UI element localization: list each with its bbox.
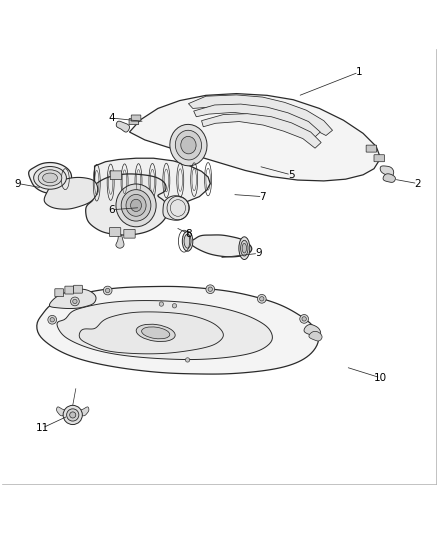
FancyBboxPatch shape [65,286,74,294]
Polygon shape [194,104,320,138]
Polygon shape [163,196,189,220]
Ellipse shape [116,184,156,227]
Polygon shape [380,166,394,177]
Text: 11: 11 [35,423,49,433]
Circle shape [73,299,77,304]
Text: 9: 9 [15,179,21,189]
Text: 9: 9 [255,248,261,259]
Polygon shape [183,235,252,257]
Circle shape [106,288,110,293]
Circle shape [185,358,190,362]
Polygon shape [79,407,89,416]
Ellipse shape [34,166,67,189]
FancyBboxPatch shape [74,285,82,293]
Polygon shape [201,114,321,148]
Circle shape [67,409,79,421]
Polygon shape [130,94,381,181]
Ellipse shape [141,327,170,339]
Polygon shape [28,163,71,193]
Ellipse shape [121,190,151,221]
Circle shape [300,314,308,323]
Polygon shape [44,177,98,209]
Text: 8: 8 [185,229,192,239]
FancyBboxPatch shape [129,118,139,125]
Ellipse shape [175,130,201,160]
Ellipse shape [240,240,248,256]
Ellipse shape [239,237,250,260]
FancyBboxPatch shape [124,229,135,238]
Ellipse shape [170,124,207,166]
Circle shape [258,294,266,303]
Text: 2: 2 [414,179,421,189]
FancyBboxPatch shape [110,171,122,180]
Polygon shape [86,174,168,235]
Ellipse shape [242,244,247,253]
Ellipse shape [181,136,196,154]
Text: 6: 6 [109,205,115,215]
Polygon shape [116,233,124,248]
Circle shape [63,405,82,425]
FancyBboxPatch shape [131,115,141,121]
Ellipse shape [38,170,62,186]
Circle shape [50,318,54,322]
FancyBboxPatch shape [55,289,64,297]
Circle shape [302,317,306,321]
Circle shape [206,285,215,294]
Ellipse shape [42,173,57,183]
Polygon shape [49,289,96,309]
Polygon shape [79,312,223,354]
Polygon shape [90,158,210,206]
Polygon shape [37,286,318,374]
Circle shape [159,302,163,306]
FancyBboxPatch shape [366,145,377,152]
Polygon shape [304,325,321,336]
Circle shape [260,297,264,301]
Text: 5: 5 [288,170,294,180]
Polygon shape [57,301,272,360]
Circle shape [208,287,212,292]
Polygon shape [116,121,130,132]
Text: 10: 10 [374,373,387,383]
Text: 4: 4 [109,113,115,123]
Ellipse shape [136,324,175,342]
Polygon shape [383,174,396,182]
Circle shape [103,286,112,295]
Text: 1: 1 [355,67,362,77]
FancyBboxPatch shape [110,228,121,236]
Circle shape [172,304,177,308]
Ellipse shape [126,195,146,216]
Circle shape [70,412,76,418]
FancyBboxPatch shape [374,155,385,161]
Ellipse shape [131,199,141,212]
Circle shape [48,316,57,324]
Text: 7: 7 [259,192,266,201]
Ellipse shape [184,234,191,248]
Polygon shape [57,407,66,416]
Polygon shape [188,95,332,135]
Circle shape [71,297,79,306]
Polygon shape [309,332,322,341]
Ellipse shape [182,231,193,251]
